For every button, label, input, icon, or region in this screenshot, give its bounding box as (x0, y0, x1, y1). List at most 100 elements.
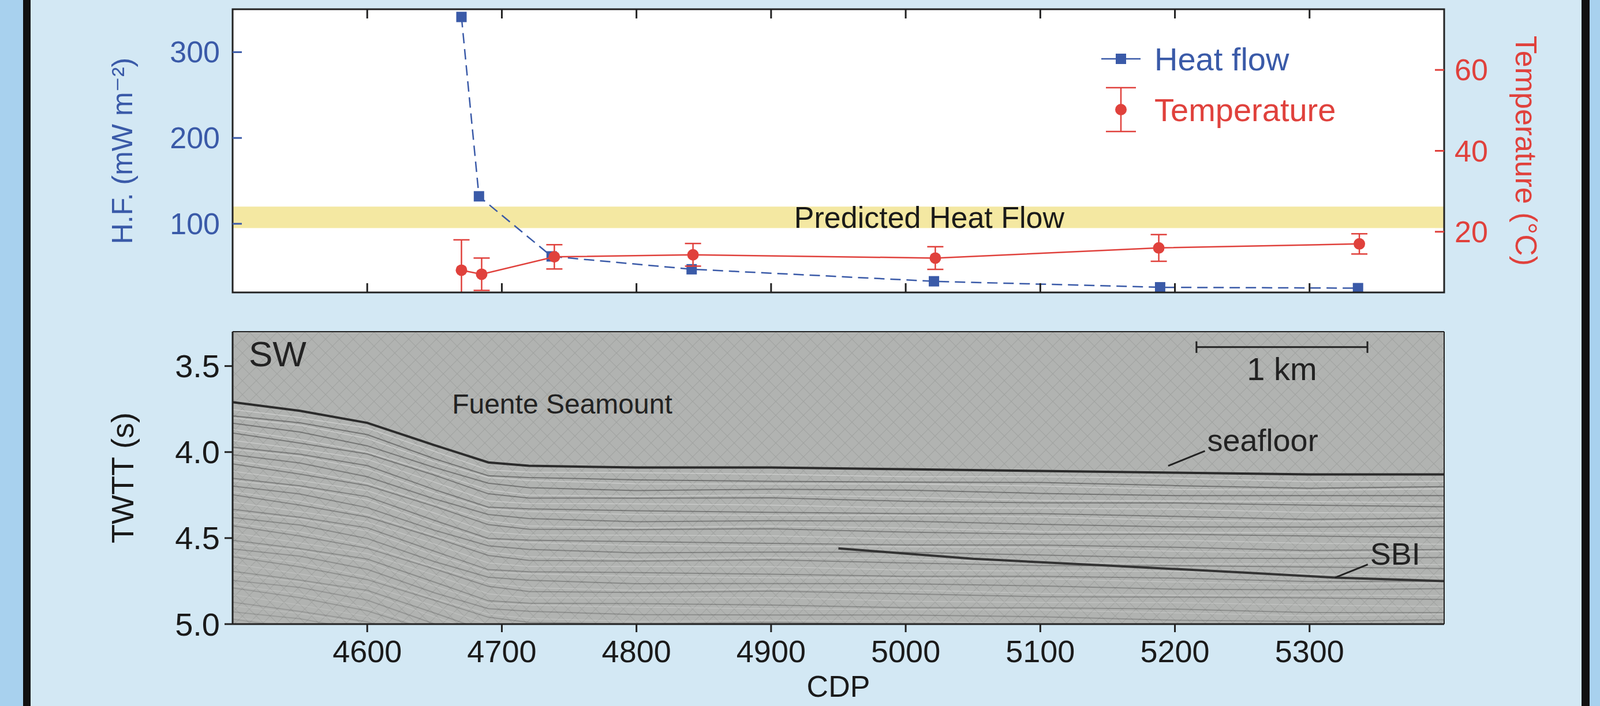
y-tick-label: 4.5 (174, 520, 220, 557)
error-cap (926, 268, 944, 271)
error-cap (685, 265, 702, 268)
legend-marker (1115, 53, 1127, 65)
annotation: SBI (1370, 536, 1421, 572)
reflector (232, 571, 1445, 625)
y2-tick (1434, 230, 1445, 233)
reflector (232, 409, 1445, 482)
y-tick (224, 365, 233, 368)
series-line (461, 244, 1360, 275)
x-tick (1174, 283, 1176, 293)
error-bar (926, 247, 944, 270)
y-axis-title: TWTT (s) (105, 412, 140, 544)
reflector (232, 526, 1445, 601)
annotation: Fuente Seamount (451, 389, 673, 420)
scale-bar-end (1366, 341, 1369, 354)
reflector (232, 502, 1445, 577)
x-tick (1174, 9, 1176, 19)
error-cap (685, 243, 702, 245)
temperature-point (929, 252, 941, 264)
y2-tick (1434, 150, 1445, 152)
reflector (232, 447, 1445, 520)
y-tick (232, 51, 242, 54)
reflector (232, 495, 1445, 570)
heat-flow-point (1352, 283, 1364, 293)
error-bar (685, 243, 702, 267)
reflector (232, 588, 1445, 625)
x-tick (769, 9, 772, 19)
reflector (232, 481, 1445, 554)
side-band (1589, 0, 1600, 706)
error-bar (453, 240, 470, 293)
plot-marks (232, 11, 1445, 293)
error-cap (546, 244, 563, 246)
x-tick (366, 624, 369, 633)
series-line (461, 16, 1359, 289)
error-cap (1351, 233, 1368, 235)
x-tick (635, 624, 638, 633)
y2-tick-label: 20 (1454, 215, 1489, 249)
reflector (232, 523, 1445, 597)
figure: Predicted Heat Flow100200300204060H.F. (… (0, 0, 1600, 706)
temperature-point (1353, 238, 1366, 250)
error-cap (453, 239, 470, 242)
temperature-point (455, 264, 467, 276)
x-axis-line (232, 623, 1445, 626)
temperature-point (1153, 242, 1165, 254)
x-tick-label: 4700 (466, 634, 537, 669)
reflector (232, 491, 1445, 566)
x-tick-label: 5000 (870, 634, 941, 669)
reflector (232, 512, 1445, 586)
background (0, 0, 1600, 706)
annotation: seafloor (1207, 423, 1319, 458)
legend-marker (1115, 103, 1127, 116)
x-tick (501, 624, 503, 633)
error-cap (473, 289, 490, 292)
scale-bar-end (1195, 341, 1198, 354)
legend-label: Heat flow (1154, 40, 1290, 78)
reflector (232, 556, 1445, 625)
plot-area (232, 9, 1445, 293)
y-tick (224, 451, 233, 454)
plot-frame (232, 9, 1445, 293)
x-tick (1039, 624, 1042, 633)
reflector (232, 554, 1445, 625)
reflector (232, 606, 1445, 625)
x-tick (635, 283, 638, 293)
error-cap (926, 245, 944, 248)
y-axis-title: H.F. (mW m⁻²) (106, 57, 139, 245)
x-tick (1039, 283, 1042, 293)
x-tick-label: 4600 (332, 634, 402, 669)
x-tick (366, 283, 369, 293)
error-cap (473, 257, 490, 260)
y-axis-line (232, 331, 234, 625)
sbi-line (838, 548, 1445, 582)
side-bar (23, 0, 31, 706)
reflector (232, 580, 1445, 625)
annotation-leader (1335, 565, 1368, 579)
scale-bar-line (1196, 346, 1368, 349)
reflector (232, 595, 1445, 625)
x-tick (501, 9, 503, 19)
x-tick (1174, 624, 1176, 633)
error-bar (473, 258, 490, 291)
temperature-point (475, 268, 488, 280)
scale-bar-label: 1 km (1246, 350, 1317, 388)
reflector-texture (232, 409, 1445, 625)
x-tick (905, 9, 907, 19)
y2-tick-label: 40 (1454, 134, 1489, 168)
reflector (232, 585, 1445, 625)
y-tick-label: 3.5 (174, 348, 220, 385)
temperature-point (548, 251, 560, 263)
y-tick (232, 137, 242, 140)
y2-tick-label: 60 (1454, 53, 1489, 87)
reflector (232, 471, 1445, 545)
x-tick (905, 283, 907, 293)
seismic-noise (232, 331, 1445, 625)
legend-label: Temperature (1154, 91, 1336, 129)
side-bar (1581, 0, 1590, 706)
y-tick-label: 300 (169, 35, 220, 69)
x-tick-label: 5200 (1139, 634, 1210, 669)
reflector (232, 617, 1445, 625)
error-cap (1150, 233, 1168, 236)
plot-edge (1443, 331, 1445, 625)
